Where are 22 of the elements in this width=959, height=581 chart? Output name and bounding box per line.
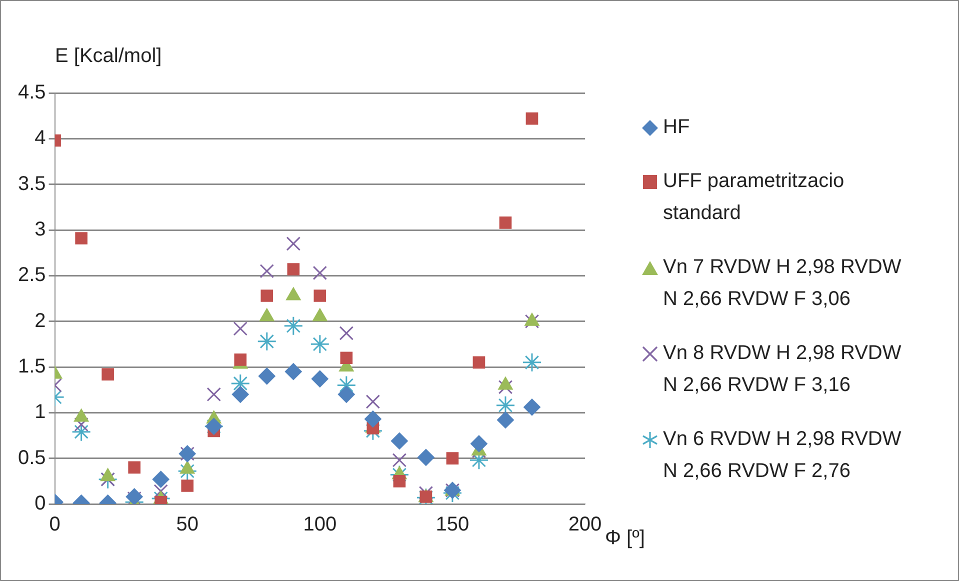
y-tick-label: 0 (34, 492, 46, 515)
y-tick-label: 0.5 (18, 446, 46, 469)
y-tick-label: 2 (34, 310, 46, 332)
legend-label: Vn 8 RVDW H 2,98 RVDW N 2,66 RVDW F 3,16 (663, 341, 902, 398)
y-tick-label: 1.5 (18, 356, 46, 378)
y-tick-label: 3.5 (18, 172, 46, 195)
x-tick-label: 0 (49, 514, 60, 536)
y-tick-label: 4.5 (18, 82, 46, 104)
x-tick-label: 150 (436, 514, 470, 536)
x-tick-label: 50 (176, 514, 198, 536)
legend-label: UFF parametritzacio standard (663, 169, 846, 226)
x-axis-title: Φ [º] (605, 527, 645, 550)
y-axis-title: E [Kcal/mol] (55, 45, 162, 68)
legend-label: Vn 7 RVDW H 2,98 RVDW N 2,66 RVDW F 3,06 (663, 255, 902, 312)
legend-label: HF (663, 115, 690, 140)
y-tick-label: 2.5 (18, 264, 46, 286)
y-tick-label: 1 (34, 401, 46, 424)
x-tick-label: 100 (303, 514, 337, 536)
y-tick-label: 3 (34, 218, 46, 241)
x-tick-label: 200 (568, 514, 602, 536)
y-tick-label: 4 (34, 127, 46, 150)
legend-label: Vn 6 RVDW H 2,98 RVDW N 2,66 RVDW F 2,76 (663, 427, 902, 484)
